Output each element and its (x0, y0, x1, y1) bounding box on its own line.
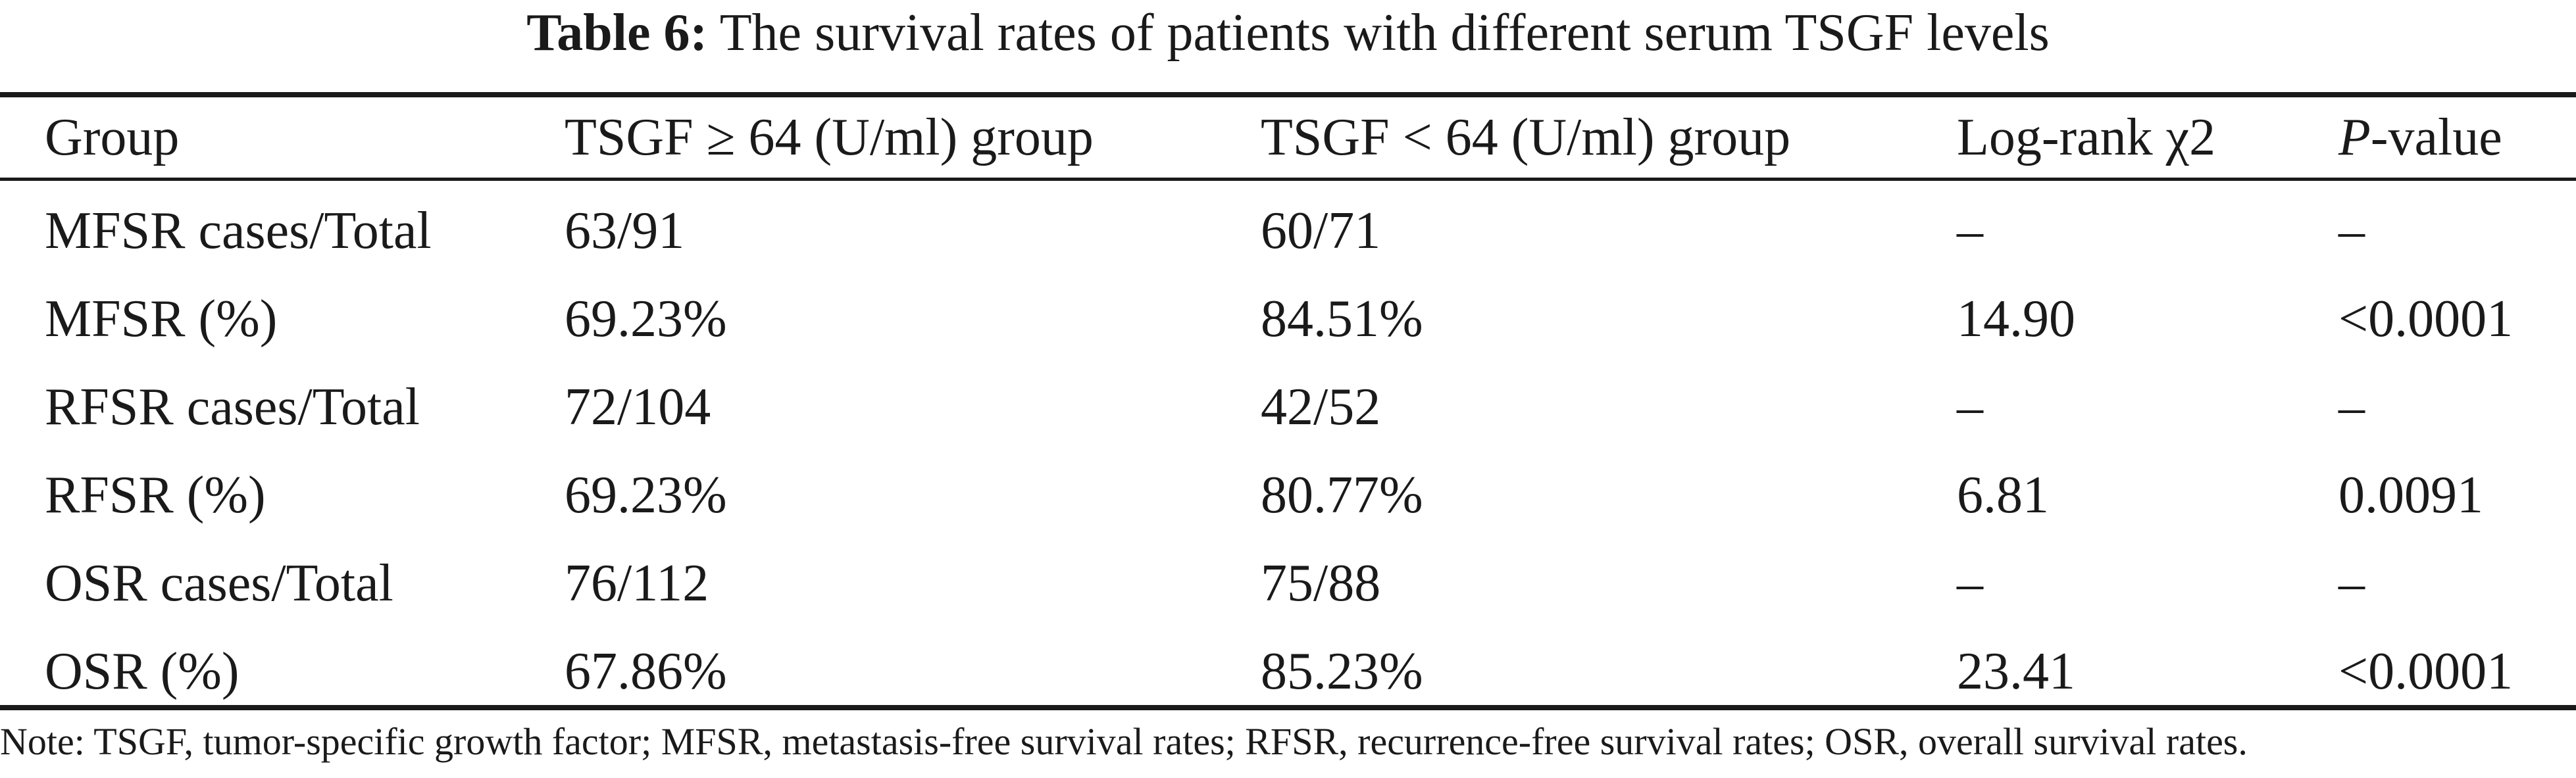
caption-text: The survival rates of patients with diff… (719, 4, 2050, 62)
row-label: MFSR cases/Total (45, 201, 432, 260)
cell-tsgf-high: 69.23% (565, 466, 727, 524)
row-label: RFSR cases/Total (45, 377, 420, 436)
table-caption: Table 6: The survival rates of patients … (0, 0, 2576, 85)
header-group: Group (45, 108, 180, 166)
cell-p-value: – (2338, 554, 2365, 612)
cell-tsgf-low: 84.51% (1261, 289, 1423, 348)
header-p-value: P-value (2338, 97, 2576, 178)
header-log-rank: Log-rank χ2 (1957, 108, 2216, 166)
cell-tsgf-high: 69.23% (565, 289, 727, 348)
header-p-rest: -value (2370, 108, 2502, 166)
cell-log-rank: 23.41 (1957, 642, 2075, 700)
cell-tsgf-low: 80.77% (1261, 466, 1423, 524)
row-label: RFSR (%) (45, 466, 266, 524)
cell-p-value: 0.0091 (2338, 466, 2483, 524)
top-rule (0, 92, 2576, 97)
cell-p-value: <0.0001 (2338, 642, 2513, 700)
table-row: RFSR cases/Total 72/104 42/52 – – (0, 363, 2576, 451)
header-row: Group TSGF ≥ 64 (U/ml) group TSGF < 64 (… (0, 97, 2576, 178)
cell-tsgf-high: 63/91 (565, 201, 685, 260)
header-tsgf-low: TSGF < 64 (U/ml) group (1261, 108, 1791, 166)
table-row: OSR cases/Total 76/112 75/88 – – (0, 539, 2576, 627)
table-row: OSR (%) 67.86% 85.23% 23.41 <0.0001 (0, 627, 2576, 716)
cell-p-value: – (2338, 201, 2365, 260)
cell-log-rank: – (1957, 377, 1983, 436)
header-tsgf-high: TSGF ≥ 64 (U/ml) group (565, 108, 1094, 166)
cell-log-rank: 6.81 (1957, 466, 2049, 524)
cell-tsgf-high: 72/104 (565, 377, 711, 436)
cell-tsgf-low: 60/71 (1261, 201, 1381, 260)
table-row: RFSR (%) 69.23% 80.77% 6.81 0.0091 (0, 451, 2576, 539)
cell-tsgf-low: 75/88 (1261, 554, 1381, 612)
table-row: MFSR (%) 69.23% 84.51% 14.90 <0.0001 (0, 275, 2576, 363)
header-p-italic: P (2338, 108, 2371, 166)
cell-p-value: – (2338, 377, 2365, 436)
table-row: MFSR cases/Total 63/91 60/71 – – (0, 178, 2576, 275)
survival-rates-table: Group TSGF ≥ 64 (U/ml) group TSGF < 64 (… (0, 97, 2576, 716)
cell-tsgf-low: 42/52 (1261, 377, 1381, 436)
row-label: OSR (%) (45, 642, 240, 700)
cell-log-rank: 14.90 (1957, 289, 2075, 348)
cell-tsgf-high: 76/112 (565, 554, 709, 612)
cell-tsgf-low: 85.23% (1261, 642, 1423, 700)
cell-tsgf-high: 67.86% (565, 642, 727, 700)
bottom-rule (0, 705, 2576, 710)
cell-p-value: <0.0001 (2338, 289, 2513, 348)
row-label: MFSR (%) (45, 289, 278, 348)
cell-log-rank: – (1957, 201, 1983, 260)
table-note: Note: TSGF, tumor-specific growth factor… (0, 720, 2248, 763)
cell-log-rank: – (1957, 554, 1983, 612)
row-label: OSR cases/Total (45, 554, 393, 612)
caption-label: Table 6: (526, 4, 708, 62)
header-rule (0, 178, 2576, 181)
